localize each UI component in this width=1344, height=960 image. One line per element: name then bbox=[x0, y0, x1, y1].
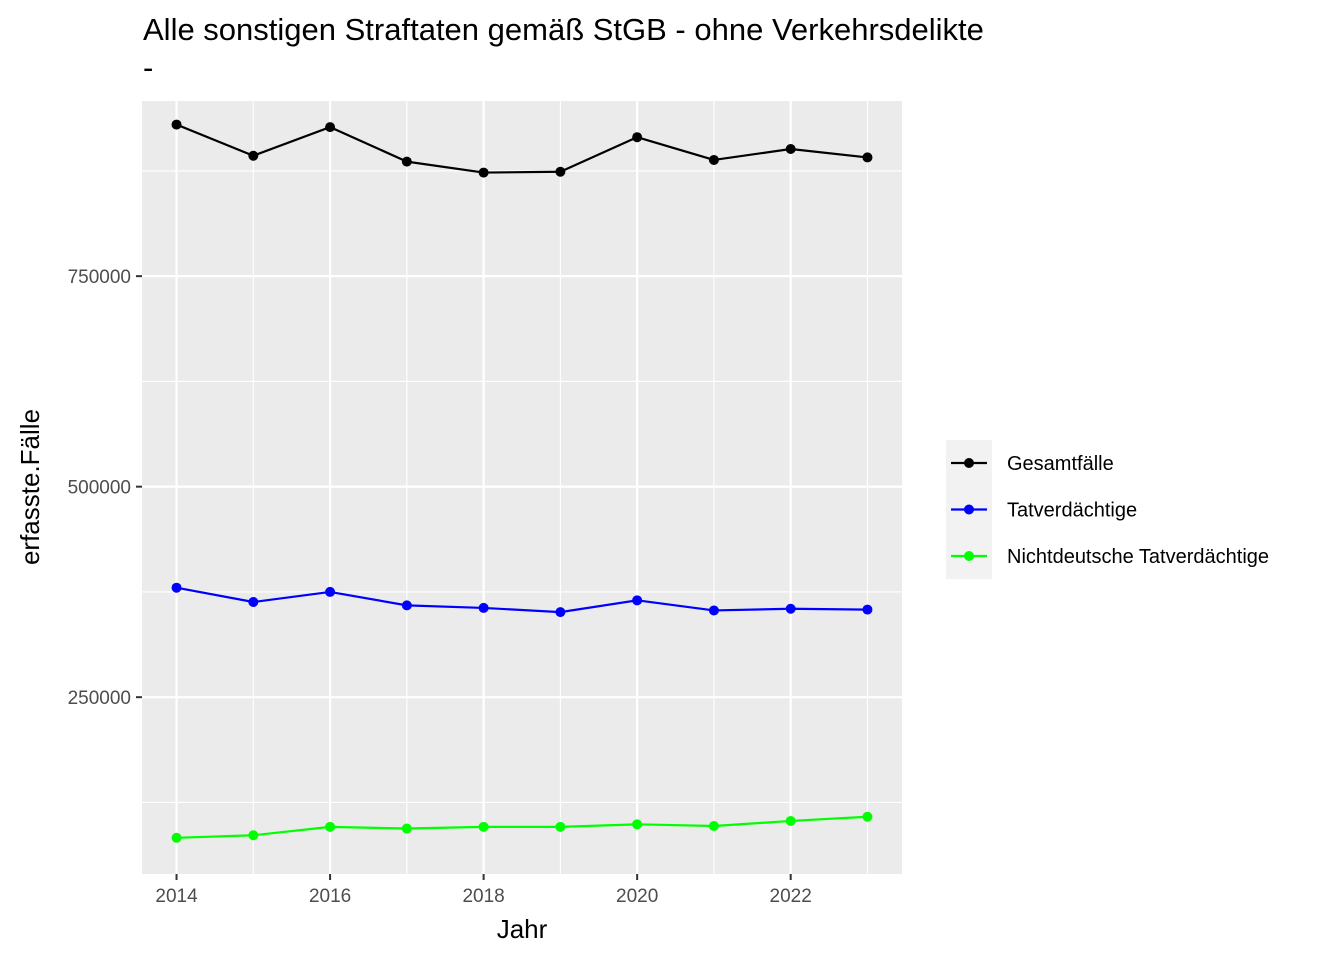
data-point bbox=[555, 166, 566, 177]
data-point bbox=[478, 602, 489, 613]
legend: Gesamtfälle Tatverdächtige Nichtdeutsche T… bbox=[946, 440, 1269, 579]
data-point bbox=[401, 156, 412, 167]
series-line-2 bbox=[176, 815, 868, 839]
y-tick-label: 250000 bbox=[68, 688, 131, 709]
data-point bbox=[478, 167, 489, 178]
legend-label: Gesamtfälle bbox=[1007, 453, 1114, 475]
data-point bbox=[862, 604, 873, 615]
data-point bbox=[171, 582, 182, 593]
legend-label: Tatverdächtige bbox=[1007, 500, 1137, 522]
data-point bbox=[632, 132, 643, 143]
data-point bbox=[862, 152, 873, 163]
data-point bbox=[708, 821, 719, 832]
x-tick-label: 2018 bbox=[462, 886, 504, 907]
x-tick-label: 2022 bbox=[770, 886, 812, 907]
data-point bbox=[325, 821, 336, 832]
data-point bbox=[401, 600, 412, 611]
data-point bbox=[248, 150, 259, 161]
data-point bbox=[248, 597, 259, 608]
data-point bbox=[325, 586, 336, 597]
chart-subtitle: - bbox=[143, 50, 153, 85]
legend-label: Nichtdeutsche Tatverdächtige bbox=[1007, 546, 1269, 568]
x-axis-title: Jahr bbox=[497, 914, 548, 944]
y-tick-label: 500000 bbox=[68, 478, 131, 499]
series-line-1 bbox=[176, 586, 868, 614]
data-point bbox=[555, 821, 566, 832]
series-line-0 bbox=[176, 123, 868, 174]
data-point bbox=[555, 607, 566, 618]
data-point bbox=[785, 603, 796, 614]
legend-key-point bbox=[964, 551, 974, 561]
series-layer bbox=[171, 119, 873, 843]
data-point bbox=[632, 595, 643, 606]
data-point bbox=[862, 811, 873, 822]
data-point bbox=[171, 119, 182, 130]
major-gridlines bbox=[142, 101, 902, 874]
legend-key-point bbox=[964, 504, 974, 515]
data-point bbox=[632, 819, 643, 830]
data-point bbox=[325, 122, 336, 133]
y-tick-label: 750000 bbox=[68, 267, 131, 288]
x-tick-label: 2016 bbox=[309, 886, 351, 907]
data-point bbox=[708, 605, 719, 616]
data-point bbox=[171, 832, 182, 843]
chart-title: Alle sonstigen Straftaten gemäß StGB - o… bbox=[143, 12, 984, 47]
data-point bbox=[478, 821, 489, 832]
x-tick-label: 2014 bbox=[155, 886, 198, 907]
y-axis-title: erfasste.Fälle bbox=[15, 409, 45, 565]
data-point bbox=[708, 154, 719, 165]
data-point bbox=[785, 143, 796, 154]
data-point bbox=[401, 823, 412, 834]
data-point bbox=[785, 815, 796, 826]
legend-key-point bbox=[964, 458, 974, 468]
x-tick-label: 2020 bbox=[616, 886, 658, 907]
y-axis: 250000 500000 750000 bbox=[68, 267, 142, 709]
data-point bbox=[248, 830, 259, 841]
x-axis: 2014 2016 2018 2020 2022 bbox=[155, 874, 812, 907]
